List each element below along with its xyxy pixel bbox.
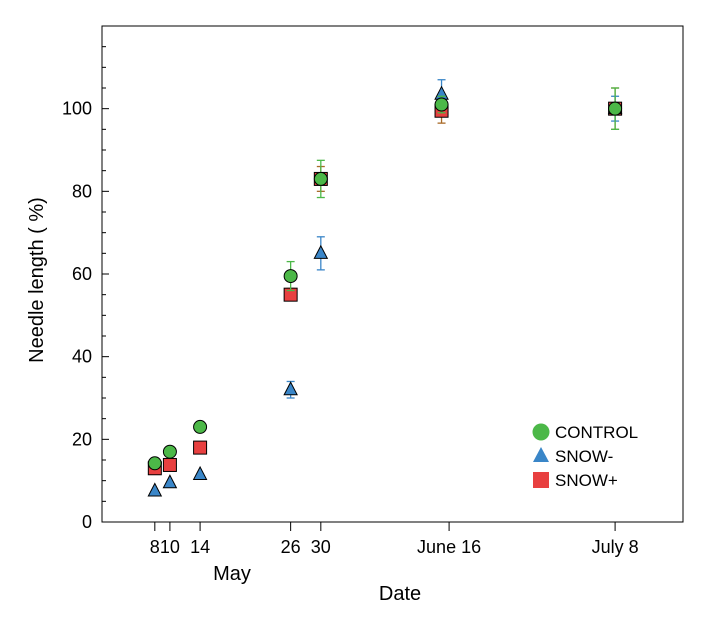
legend-item: CONTROL	[532, 423, 638, 442]
data-point	[162, 457, 177, 472]
x-tick-label: June 16	[417, 537, 481, 557]
y-tick-label: 80	[72, 181, 92, 201]
y-axis-title: Needle length ( %)	[26, 197, 48, 363]
data-point	[192, 465, 208, 480]
data-point	[193, 440, 208, 455]
legend: CONTROL SNOW- SNOW+	[532, 423, 638, 490]
y-tick-label: 40	[72, 347, 92, 367]
legend-marker	[532, 423, 550, 441]
series-snow	[147, 87, 623, 476]
legend-label: CONTROL	[555, 423, 638, 442]
legend-item: SNOW-	[533, 447, 613, 466]
data-point	[283, 381, 298, 396]
x-axis-title: Date	[379, 583, 421, 605]
y-tick-label: 0	[82, 512, 92, 532]
series-snow	[147, 79, 623, 497]
data-point	[147, 482, 163, 497]
data-marks	[147, 79, 623, 497]
x-tick-label: 26	[281, 537, 301, 557]
series-control	[147, 87, 623, 471]
x-tick-label: July 8	[592, 537, 639, 557]
y-axis: 0 20 40 60 80 100	[62, 25, 109, 532]
data-point	[434, 97, 449, 112]
x-tick-label: 14	[190, 537, 210, 557]
legend-label: SNOW+	[555, 471, 618, 490]
legend-marker	[533, 447, 549, 462]
x-tick-label: 8	[150, 537, 160, 557]
data-point	[608, 101, 623, 116]
x-axis: 8 10 14 26 30 June 16 July 8	[150, 522, 639, 557]
x-tick-label: 30	[311, 537, 331, 557]
data-point	[193, 419, 208, 434]
legend-marker	[533, 472, 549, 488]
legend-item: SNOW+	[533, 471, 618, 490]
data-point	[162, 444, 177, 459]
data-point	[162, 474, 178, 489]
y-tick-label: 20	[72, 429, 92, 449]
y-tick-label: 60	[72, 264, 92, 284]
data-point	[147, 456, 162, 471]
data-point	[313, 244, 329, 259]
data-point	[313, 171, 328, 186]
legend-label: SNOW-	[555, 447, 613, 466]
x-tick-label: 10	[160, 537, 180, 557]
x-axis-group-label: May	[213, 563, 251, 585]
data-point	[283, 269, 298, 284]
y-tick-label: 100	[62, 99, 92, 119]
